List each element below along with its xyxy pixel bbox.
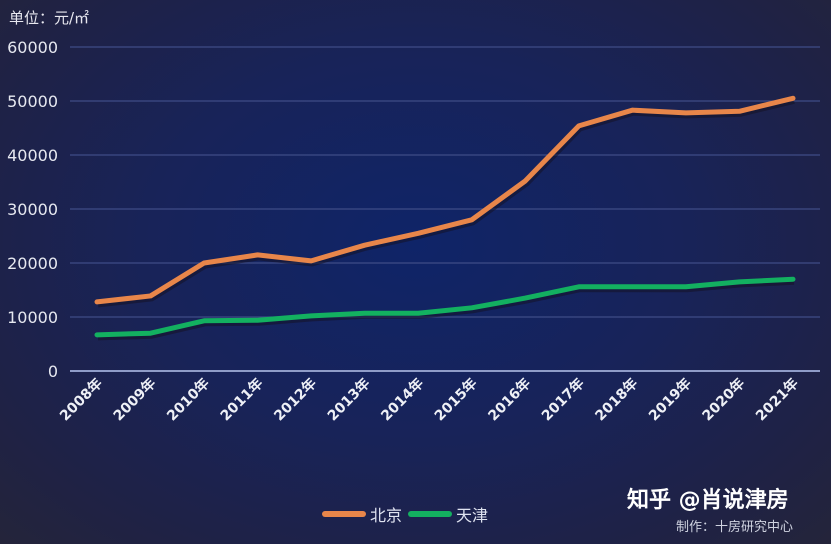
legend: 北京 天津 [322,502,494,526]
series-shadow [97,96,795,308]
x-tick-label: 2019年 [645,375,694,424]
credit-text: 制作：十房研究中心 [676,520,794,535]
y-tick-label: 10000 [7,308,58,327]
x-tick-label: 2012年 [271,375,320,424]
x-tick-label: 2014年 [378,375,427,424]
y-tick-label: 60000 [7,38,58,57]
y-tick-label: 50000 [7,92,58,111]
legend-item-beijing[interactable]: 北京 [322,502,402,526]
legend-label: 北京 [370,506,403,525]
legend-item-tianjin[interactable]: 天津 [408,502,488,526]
x-tick-label: 2013年 [324,375,373,424]
x-tick-label: 2015年 [431,375,480,424]
x-tick-label: 2017年 [538,375,587,424]
y-tick-label: 20000 [7,254,58,273]
x-tick-label: 2021年 [752,375,801,424]
x-tick-label: 2009年 [110,375,159,424]
x-tick-label: 2011年 [217,375,266,424]
x-tick-label: 2010年 [163,375,212,424]
watermark: 知乎 @肖说津房 [627,488,789,513]
legend-label: 天津 [456,506,489,525]
legend-swatch-beijing [322,511,366,517]
y-tick-label: 30000 [7,200,58,219]
series-line-tianjin [94,276,796,338]
unit-label: 单位：元/㎡ [9,9,90,27]
y-tick-label: 40000 [7,146,58,165]
y-tick-label: 0 [48,362,58,381]
x-tick-label: 2008年 [56,375,105,424]
x-tick-label: 2020年 [699,375,748,424]
x-tick-label: 2018年 [592,375,641,424]
legend-swatch-tianjin [408,511,453,517]
x-tick-label: 2016年 [485,375,534,424]
series-line-beijing [94,95,796,305]
